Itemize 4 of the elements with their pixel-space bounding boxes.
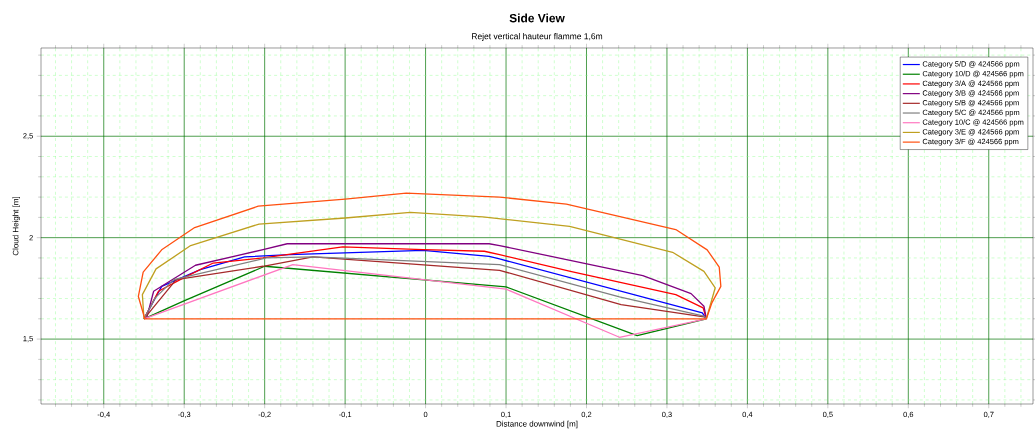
line-series (141, 211, 716, 320)
chart-title: Side View (509, 13, 565, 23)
chart-subtitle: Rejet vertical hauteur flamme 1,6m (472, 33, 603, 41)
line-series (137, 192, 722, 320)
